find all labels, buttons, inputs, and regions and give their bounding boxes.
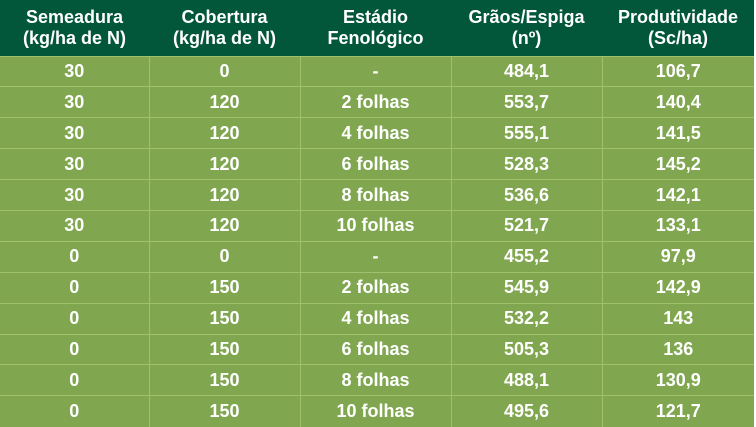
table-cell-estadio: 4 folhas bbox=[299, 302, 451, 335]
table-row: 30 0-484,1 106,7 bbox=[0, 55, 754, 87]
table-cell-graos-espiga: 521,7 bbox=[450, 209, 602, 242]
table-cell-graos-espiga: 495,6 bbox=[450, 395, 602, 427]
table-cell-produtividade: 106,7 bbox=[601, 55, 754, 87]
table-cell-estadio: 8 folhas bbox=[299, 364, 451, 396]
table-cell-produtividade: 141,5 bbox=[601, 117, 754, 149]
column-header-graos-espiga: Grãos/Espiga (nº) bbox=[451, 0, 602, 56]
column-header-semeadura: Semeadura (kg/ha de N) bbox=[0, 0, 149, 56]
table-cell-estadio: 10 folhas bbox=[299, 395, 451, 427]
table-cell-cobertura: 120 bbox=[148, 209, 300, 242]
table-cell-semeadura: 30 bbox=[0, 179, 149, 211]
column-header-line: (kg/ha de N) bbox=[22, 27, 126, 48]
table-cell-estadio: 2 folhas bbox=[299, 271, 451, 304]
table-cell-produtividade: 143 bbox=[601, 302, 754, 335]
column-header-line: (Sc/ha) bbox=[647, 27, 708, 48]
table-cell-produtividade: 97,9 bbox=[601, 240, 754, 273]
table-cell-semeadura: 0 bbox=[0, 333, 149, 365]
column-header-line: Estádio bbox=[342, 6, 408, 27]
column-header-line: Grãos/Espiga bbox=[468, 6, 585, 27]
table-cell-cobertura: 120 bbox=[148, 179, 300, 211]
column-header-line: Produtividade bbox=[617, 6, 738, 27]
table-cell-cobertura: 0 bbox=[148, 55, 300, 87]
table-cell-semeadura: 0 bbox=[0, 271, 149, 304]
table-cell-estadio: 4 folhas bbox=[299, 117, 451, 149]
table-header: Semeadura (kg/ha de N) Cobertura (kg/ha de … bbox=[0, 0, 754, 56]
table-cell-semeadura: 30 bbox=[0, 209, 149, 242]
table-cell-produtividade: 133,1 bbox=[601, 209, 754, 242]
table-cell-graos-espiga: 484,1 bbox=[450, 55, 602, 87]
table-cell-estadio: 6 folhas bbox=[299, 148, 451, 180]
table-row: 30 120 6 folhas 528,3 145,2 bbox=[0, 148, 754, 180]
column-header-line: Cobertura bbox=[181, 6, 268, 27]
column-header-estadio: Estádio Fenológico bbox=[300, 0, 451, 56]
table-cell-graos-espiga: 528,3 bbox=[450, 148, 602, 180]
table-body: 30 0-484,1 106,7 30 120 2 folhas 553,7 140,4 30 1… bbox=[0, 55, 754, 427]
table-cell-produtividade: 121,7 bbox=[601, 395, 754, 427]
table-cell-produtividade: 145,2 bbox=[601, 148, 754, 180]
table-cell-graos-espiga: 532,2 bbox=[450, 302, 602, 335]
table-row: 30 120 4 folhas 555,1 141,5 bbox=[0, 117, 754, 149]
header-row: Semeadura (kg/ha de N) Cobertura (kg/ha de … bbox=[0, 0, 754, 56]
column-header-line: (nº) bbox=[511, 27, 542, 48]
column-header-cobertura: Cobertura (kg/ha de N) bbox=[149, 0, 300, 56]
table-row: 0 150 6 folhas 505,3 136 bbox=[0, 333, 754, 365]
table-cell-semeadura: 30 bbox=[0, 117, 149, 149]
table-cell-produtividade: 142,1 bbox=[601, 179, 754, 211]
table-cell-produtividade: 136 bbox=[601, 333, 754, 365]
table-row: 30 120 10 folhas 521,7 133,1 bbox=[0, 209, 754, 242]
table-cell-cobertura: 120 bbox=[148, 117, 300, 149]
table-cell-semeadura: 0 bbox=[0, 364, 149, 396]
table-row: 0 150 2 folhas 545,9 142,9 bbox=[0, 271, 754, 304]
table-cell-cobertura: 150 bbox=[148, 364, 300, 396]
table-row: 30 120 2 folhas 553,7 140,4 bbox=[0, 86, 754, 118]
table-cell-semeadura: 0 bbox=[0, 240, 149, 273]
table-cell-graos-espiga: 545,9 bbox=[450, 271, 602, 304]
table-row: 0 0-455,2 97,9 bbox=[0, 240, 754, 273]
table-cell-graos-espiga: 536,6 bbox=[450, 179, 602, 211]
table-cell-graos-espiga: 488,1 bbox=[450, 364, 602, 396]
table-cell-graos-espiga: 505,3 bbox=[450, 333, 602, 365]
table-cell-produtividade: 142,9 bbox=[601, 271, 754, 304]
column-header-line: (kg/ha de N) bbox=[172, 27, 276, 48]
table-cell-semeadura: 0 bbox=[0, 302, 149, 335]
table-row: 0 150 10 folhas 495,6 121,7 bbox=[0, 395, 754, 427]
table-cell-semeadura: 30 bbox=[0, 148, 149, 180]
column-header-line: Semeadura bbox=[25, 6, 124, 27]
table-cell-estadio: - bbox=[299, 55, 451, 87]
table-cell-produtividade: 130,9 bbox=[601, 364, 754, 396]
column-header-line: Fenológico bbox=[327, 27, 424, 48]
table-row: 0 150 4 folhas 532,2 143 bbox=[0, 302, 754, 335]
table-cell-estadio: 2 folhas bbox=[299, 86, 451, 118]
table-cell-produtividade: 140,4 bbox=[601, 86, 754, 118]
table-row: 30 120 8 folhas 536,6 142,1 bbox=[0, 179, 754, 211]
table-cell-cobertura: 150 bbox=[148, 333, 300, 365]
table-cell-graos-espiga: 555,1 bbox=[450, 117, 602, 149]
table-cell-estadio: 6 folhas bbox=[299, 333, 451, 365]
table-cell-semeadura: 30 bbox=[0, 55, 149, 87]
table-cell-semeadura: 0 bbox=[0, 395, 149, 427]
table-cell-semeadura: 30 bbox=[0, 86, 149, 118]
table-cell-cobertura: 0 bbox=[148, 240, 300, 273]
column-header-produtividade: Produtividade (Sc/ha) bbox=[602, 0, 754, 56]
table-cell-graos-espiga: 553,7 bbox=[450, 86, 602, 118]
table-cell-graos-espiga: 455,2 bbox=[450, 240, 602, 273]
table-cell-estadio: - bbox=[299, 240, 451, 273]
table-cell-cobertura: 150 bbox=[148, 302, 300, 335]
table-cell-cobertura: 120 bbox=[148, 86, 300, 118]
table-cell-cobertura: 150 bbox=[148, 271, 300, 304]
table-cell-cobertura: 150 bbox=[148, 395, 300, 427]
table-cell-estadio: 10 folhas bbox=[299, 209, 451, 242]
table-cell-estadio: 8 folhas bbox=[299, 179, 451, 211]
table-row: 0 150 8 folhas 488,1 130,9 bbox=[0, 364, 754, 396]
table-cell-cobertura: 120 bbox=[148, 148, 300, 180]
